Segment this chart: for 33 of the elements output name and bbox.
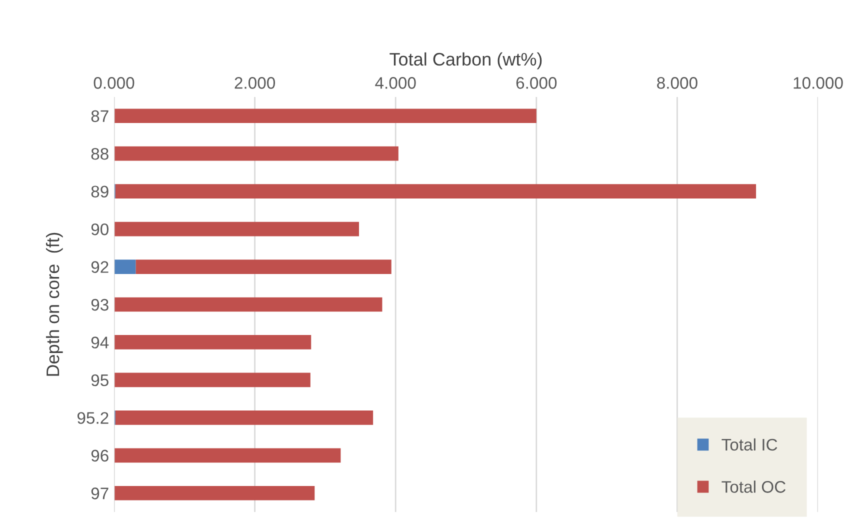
- bar: [114, 297, 382, 312]
- y-tick-label: 97: [91, 488, 108, 500]
- x-tick-label: 8.000: [657, 77, 698, 89]
- y-tick-label: 89: [91, 186, 108, 198]
- x-tick-label: 0.000: [94, 77, 134, 89]
- x-tick-label: 6.000: [516, 77, 557, 89]
- bar: [115, 410, 374, 425]
- y-tick-label: 95: [91, 374, 108, 386]
- bar: [115, 184, 756, 198]
- x-axis-title: Total Carbon (wt%): [390, 52, 542, 70]
- y-tick-label: 88: [91, 148, 108, 160]
- bar: [114, 486, 315, 500]
- x-tick-label: 4.000: [375, 77, 416, 89]
- y-tick-label: 96: [91, 450, 108, 462]
- bar: [114, 108, 536, 124]
- bar: [114, 448, 341, 463]
- legend-label: Total OC: [722, 480, 786, 493]
- y-tick-label: 93: [91, 298, 108, 311]
- x-tick-label: 10.000: [794, 77, 843, 89]
- y-tick-label: 95.2: [77, 412, 108, 424]
- y-axis-title: Depth on core (ft): [46, 232, 63, 376]
- x-tick-label: 2.000: [234, 77, 276, 89]
- y-tick-label: 87: [91, 110, 108, 122]
- legend-label: Total IC: [722, 438, 778, 451]
- bar: [114, 222, 359, 236]
- bar: [114, 372, 310, 388]
- bar: [114, 260, 136, 274]
- y-tick-label: 90: [91, 223, 108, 236]
- y-tick-label: 94: [91, 336, 109, 348]
- bar: [114, 146, 398, 161]
- bar: [136, 260, 392, 274]
- bar: [114, 335, 312, 350]
- y-tick-label: 92: [91, 261, 108, 273]
